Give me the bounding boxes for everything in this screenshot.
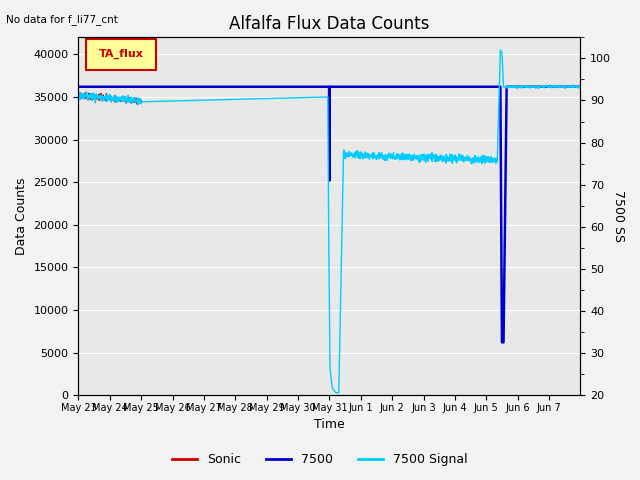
FancyBboxPatch shape xyxy=(86,39,156,70)
Text: TA_flux: TA_flux xyxy=(99,49,143,60)
X-axis label: Time: Time xyxy=(314,419,345,432)
Legend: Sonic, 7500, 7500 Signal: Sonic, 7500, 7500 Signal xyxy=(167,448,473,471)
Title: Alfalfa Flux Data Counts: Alfalfa Flux Data Counts xyxy=(229,15,429,33)
Y-axis label: 7500 SS: 7500 SS xyxy=(612,190,625,242)
Text: No data for f_li77_cnt: No data for f_li77_cnt xyxy=(6,14,118,25)
Y-axis label: Data Counts: Data Counts xyxy=(15,178,28,255)
